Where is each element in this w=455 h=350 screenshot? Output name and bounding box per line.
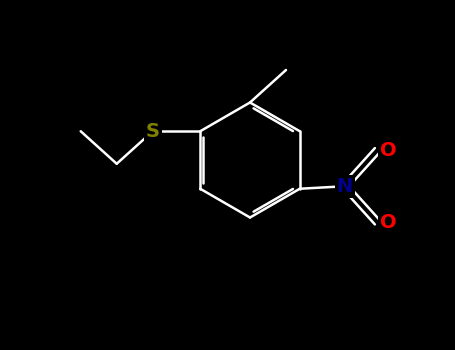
Text: S: S <box>146 122 160 141</box>
Text: O: O <box>380 213 397 232</box>
Text: N: N <box>337 177 353 196</box>
Text: O: O <box>380 141 397 160</box>
